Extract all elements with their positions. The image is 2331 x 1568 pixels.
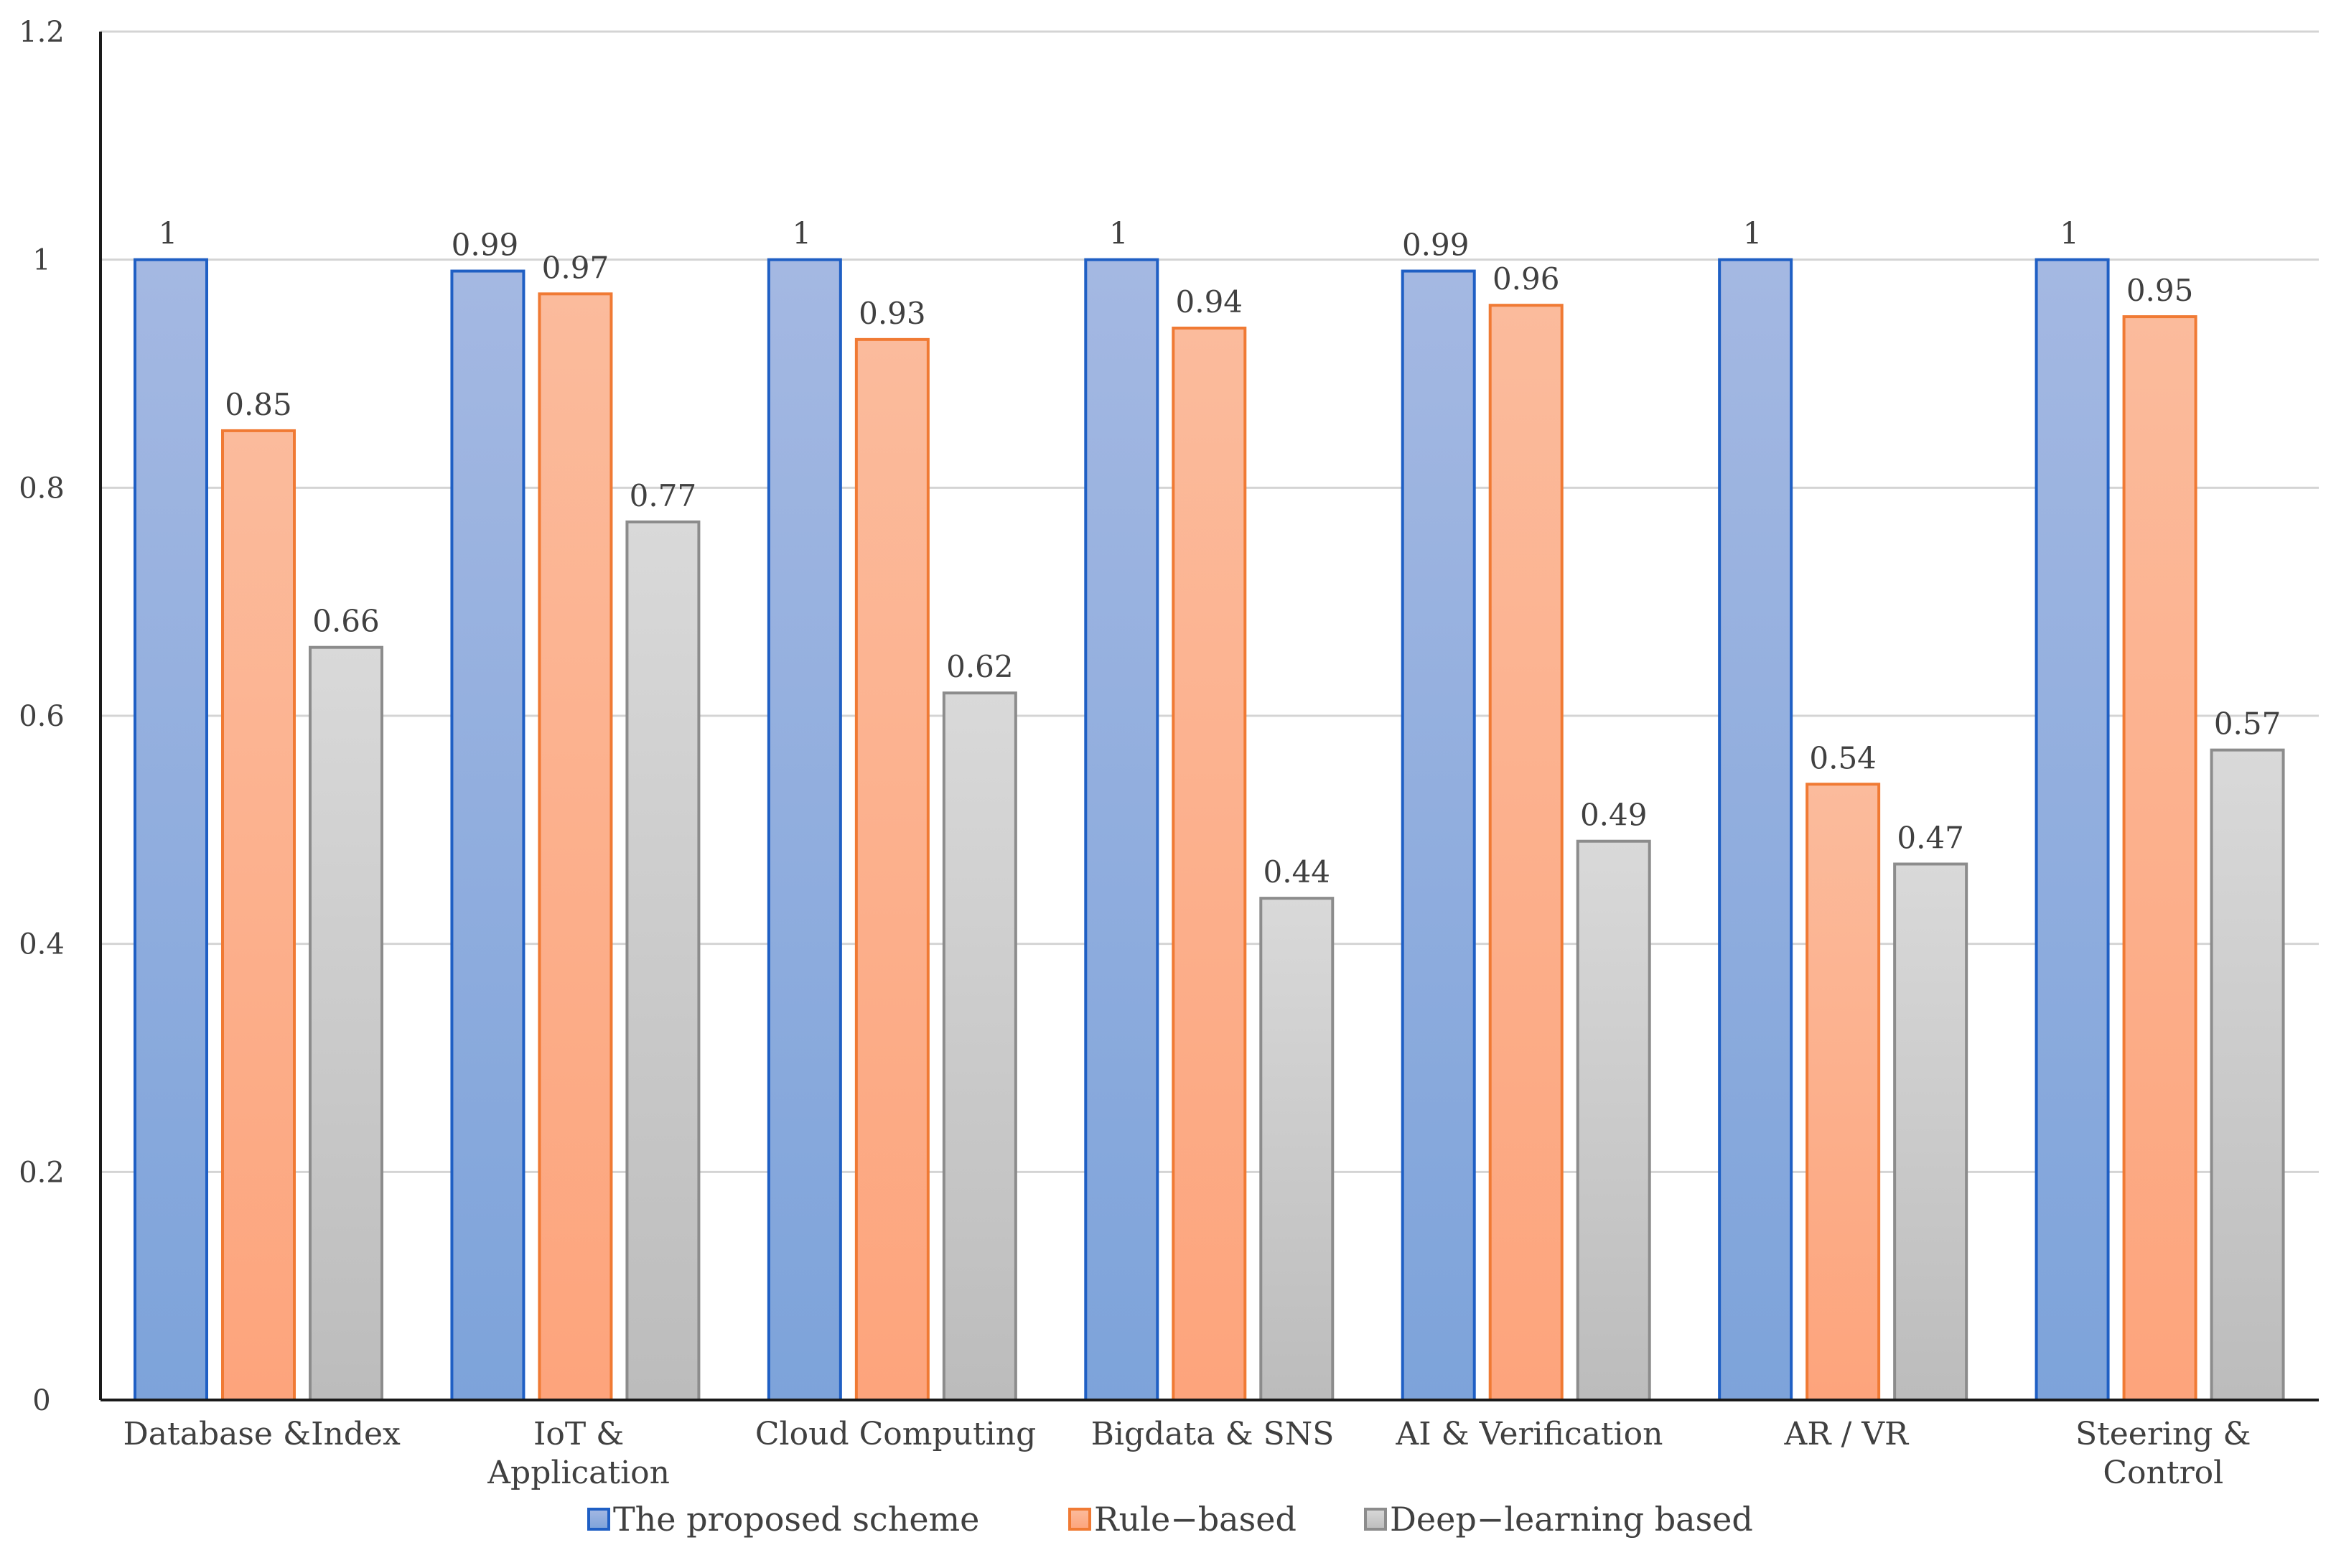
legend: The proposed scheme Rule−based Deep−learni… bbox=[587, 1500, 1753, 1539]
legend-swatch-1 bbox=[587, 1508, 610, 1531]
data-label: 0.85 bbox=[225, 387, 292, 422]
y-tick-label: 1 bbox=[32, 244, 50, 277]
bar-series2-cat2 bbox=[538, 292, 613, 1402]
bar-series2-cat6 bbox=[1806, 783, 1881, 1402]
bar-series3-cat4 bbox=[1259, 897, 1335, 1401]
x-tick-label: AI & Verification bbox=[1395, 1416, 1663, 1452]
y-tick-label: 0.4 bbox=[19, 928, 65, 961]
data-label: 0.57 bbox=[2214, 706, 2281, 742]
bar-series3-cat2 bbox=[625, 520, 701, 1402]
data-label: 1 bbox=[1109, 216, 1129, 251]
bar-series1-cat3 bbox=[767, 258, 842, 1402]
legend-swatch-2 bbox=[1068, 1508, 1091, 1531]
y-tick-label: 0.6 bbox=[19, 700, 65, 733]
data-labels: 1 0.85 0.66 0.99 0.97 0.77 1 0.93 0.62 1 0.94 0.44 0… bbox=[159, 216, 2281, 890]
data-label: 1 bbox=[2060, 216, 2079, 251]
data-label: 0.97 bbox=[542, 250, 609, 285]
x-tick-label: Cloud Computing bbox=[755, 1416, 1036, 1452]
x-axis-ticks: Database &Index IoT &Application Cloud Com… bbox=[123, 1416, 2251, 1491]
data-label: 0.95 bbox=[2126, 273, 2194, 308]
data-label: 0.93 bbox=[859, 296, 926, 331]
data-label: 1 bbox=[1743, 216, 1762, 251]
y-tick-label: 0.8 bbox=[19, 472, 65, 505]
bar-series3-cat1 bbox=[309, 645, 383, 1402]
bar-series1-cat7 bbox=[2035, 258, 2110, 1402]
y-tick-label: 1.2 bbox=[19, 16, 65, 49]
y-axis-ticks: 0 0.2 0.4 0.6 0.8 1 1.2 bbox=[19, 16, 65, 1417]
bar-series3-cat5 bbox=[1576, 839, 1651, 1401]
bar-series3-cat3 bbox=[942, 691, 1017, 1401]
x-tick-label: Database &Index bbox=[123, 1416, 401, 1452]
legend-label-2: Rule−based bbox=[1094, 1500, 1297, 1539]
axes bbox=[99, 32, 2319, 1401]
x-tick-label: Bigdata & SNS bbox=[1091, 1416, 1335, 1452]
data-label: 0.96 bbox=[1493, 261, 1560, 297]
data-label: 0.49 bbox=[1580, 798, 1648, 833]
bar-series2-cat3 bbox=[854, 337, 930, 1402]
bar-series1-cat5 bbox=[1401, 269, 1476, 1401]
legend-label-1: The proposed scheme bbox=[613, 1500, 979, 1539]
bar-series2-cat7 bbox=[2122, 315, 2197, 1401]
bar-series1-cat1 bbox=[134, 258, 208, 1402]
bars bbox=[134, 258, 2285, 1402]
x-tick-label: IoT & bbox=[533, 1416, 624, 1452]
y-tick-label: 0.2 bbox=[19, 1156, 65, 1189]
legend-swatch-3 bbox=[1364, 1508, 1387, 1531]
bar-series3-cat6 bbox=[1893, 862, 1968, 1401]
bar-series2-cat5 bbox=[1488, 304, 1564, 1402]
data-label: 0.47 bbox=[1897, 820, 1964, 855]
bar-series1-cat6 bbox=[1718, 258, 1793, 1402]
data-label: 0.94 bbox=[1176, 284, 1243, 319]
legend-label-3: Deep−learning based bbox=[1390, 1500, 1753, 1539]
data-label: 1 bbox=[792, 216, 811, 251]
data-label: 0.44 bbox=[1263, 854, 1331, 890]
data-label: 0.99 bbox=[452, 228, 519, 263]
bar-series1-cat2 bbox=[450, 269, 525, 1401]
data-label: 1 bbox=[159, 216, 178, 251]
data-label: 0.99 bbox=[1402, 228, 1470, 263]
y-tick-label: 0 bbox=[32, 1384, 50, 1417]
x-tick-label: Control bbox=[2103, 1455, 2223, 1491]
data-label: 0.54 bbox=[1809, 740, 1877, 775]
bar-series2-cat1 bbox=[221, 429, 296, 1402]
x-tick-label: Steering & bbox=[2075, 1416, 2251, 1452]
bar-series2-cat4 bbox=[1172, 326, 1247, 1401]
x-tick-label: AR / VR bbox=[1784, 1416, 1910, 1452]
x-tick-label: Application bbox=[487, 1455, 670, 1491]
bar-series1-cat4 bbox=[1084, 258, 1159, 1402]
data-label: 0.66 bbox=[312, 604, 380, 639]
data-label: 0.77 bbox=[630, 478, 697, 513]
data-label: 0.62 bbox=[946, 649, 1014, 684]
bar-series3-cat7 bbox=[2210, 748, 2285, 1401]
